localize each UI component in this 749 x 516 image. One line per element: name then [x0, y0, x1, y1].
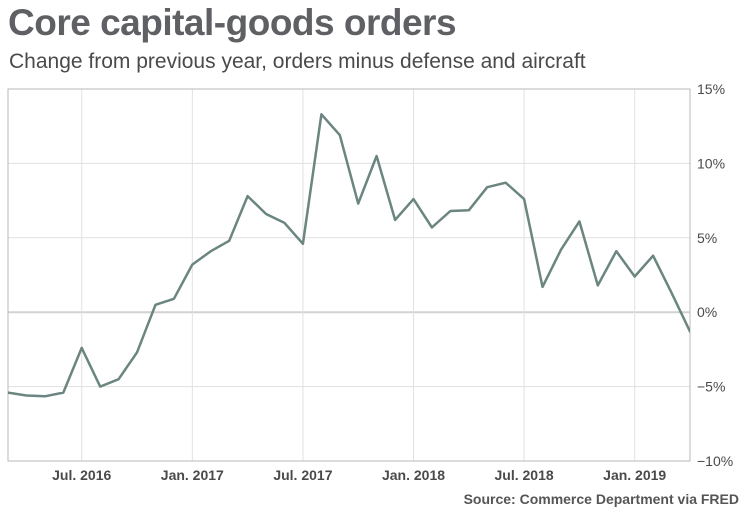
x-tick-label: Jan. 2017: [161, 467, 224, 483]
x-tick-label: Jan. 2019: [603, 467, 666, 483]
x-tick-label: Jul. 2018: [495, 467, 554, 483]
y-tick-label: 5%: [697, 230, 717, 246]
plot-frame: [7, 88, 691, 462]
chart-title: Core capital-goods orders: [8, 2, 457, 43]
tick-label-layer: 15% 10% 5% 0% −5% −10% Jul. 2016 Jan. 2017 Jul. …: [52, 81, 733, 483]
y-tick-label: −5%: [697, 379, 725, 395]
x-tick-label: Jul. 2017: [273, 467, 332, 483]
grid-layer: [8, 88, 690, 462]
axis-layer: [7, 88, 691, 462]
y-tick-label: 0%: [697, 304, 717, 320]
x-tick-label: Jan. 2018: [382, 467, 445, 483]
y-tick-label: 15%: [697, 81, 725, 97]
source-note: Source: Commerce Department via FRED: [463, 491, 739, 507]
series-line: [8, 113, 690, 398]
y-tick-label: 10%: [697, 155, 725, 171]
chart-subtitle: Change from previous year, orders minus …: [9, 50, 586, 73]
y-tick-label: −10%: [697, 453, 733, 469]
x-tick-label: Jul. 2016: [52, 467, 111, 483]
